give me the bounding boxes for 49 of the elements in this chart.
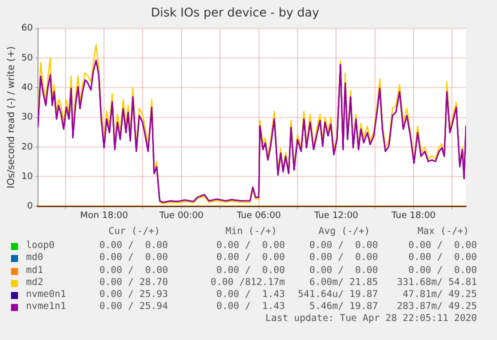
legend-label: md2 xyxy=(26,276,44,288)
text: 0.00 / 0.00 xyxy=(408,240,477,252)
text: 0.00 / 0.00 xyxy=(216,240,285,252)
text: Last update: Tue Apr 28 22:05:11 2020 xyxy=(265,313,477,324)
text: 0.00 / 1.43 xyxy=(216,289,285,300)
y-tick-label: 40 xyxy=(21,83,34,94)
legend-label: nvme1n1 xyxy=(26,301,66,312)
text: 0.00 / 0.00 xyxy=(309,252,378,264)
text: 0.00 / 1.43 xyxy=(216,301,285,312)
text: 0.00 /812.17m xyxy=(210,276,285,288)
text: 541.64u/ 19.87 xyxy=(298,289,378,300)
legend-label: md1 xyxy=(26,264,44,276)
text: Cur (-/+) xyxy=(108,226,160,237)
y-tick-label: 10 xyxy=(21,172,34,182)
text: 5.46m/ 19.87 xyxy=(309,301,378,312)
chart-title: Disk IOs per device - by day xyxy=(150,5,320,20)
text: 6.00m/ 21.85 xyxy=(309,276,378,288)
y-tick-label: 0 xyxy=(27,202,34,212)
y-tick-label: 20 xyxy=(21,142,34,152)
x-tick-label: Tue 06:00 xyxy=(236,210,282,221)
y-tick-label: 60 xyxy=(21,24,34,34)
legend-label: md0 xyxy=(26,252,44,264)
text: 0.00 / 25.93 xyxy=(99,289,168,300)
y-tick-label: 50 xyxy=(21,53,34,64)
text: 0.00 / 0.00 xyxy=(408,264,477,276)
y-tick-label: 30 xyxy=(21,112,34,123)
text: 0.00 / 0.00 xyxy=(99,252,168,264)
text: 0.00 / 0.00 xyxy=(408,252,477,264)
text: Max (-/+) xyxy=(418,226,469,237)
text: 0.00 / 0.00 xyxy=(309,264,378,276)
text: 0.00 / 0.00 xyxy=(216,252,285,264)
text: Avg (-/+) xyxy=(318,226,370,237)
legend-label: nvme0n1 xyxy=(26,289,66,300)
text: 0.00 / 0.00 xyxy=(309,240,378,252)
x-tick-label: Tue 18:00 xyxy=(390,210,436,221)
x-tick-label: Mon 18:00 xyxy=(80,210,128,221)
legend-label: loop0 xyxy=(26,240,55,252)
text: 47.81m/ 49.25 xyxy=(402,289,477,300)
text: 0.00 / 0.00 xyxy=(99,240,168,252)
x-tick-label: Tue 00:00 xyxy=(158,210,204,221)
text: 0.00 / 25.94 xyxy=(99,301,168,312)
text: 283.87m/ 49.25 xyxy=(396,301,477,312)
text: 0.00 / 0.00 xyxy=(99,264,168,276)
text: 0.00 / 0.00 xyxy=(216,264,285,276)
y-axis-title: IOs/second read (-) / write (+) xyxy=(6,46,18,188)
text: 0.00 / 28.70 xyxy=(99,276,168,288)
text: 331.68m/ 54.81 xyxy=(396,276,477,288)
x-tick-label: Tue 12:00 xyxy=(313,210,359,221)
text: Min (-/+) xyxy=(226,226,277,237)
